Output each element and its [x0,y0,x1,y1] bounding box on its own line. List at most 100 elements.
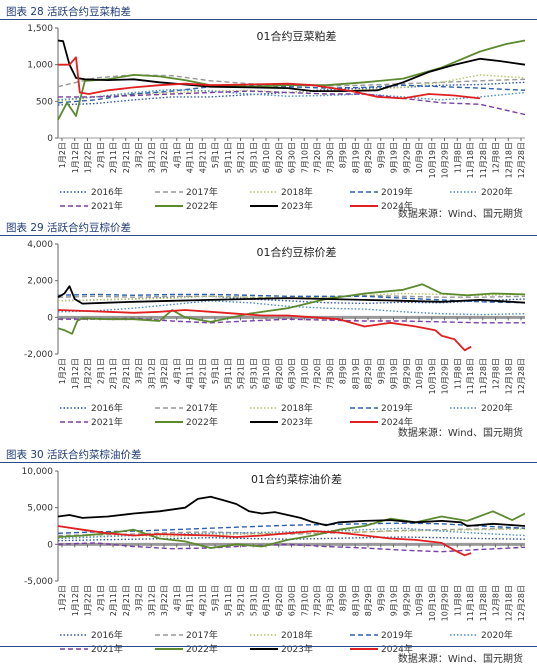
x-tick-label: 8月19日 [351,358,360,389]
x-tick-label: 7月10日 [300,358,309,389]
x-tick-label: 10月19日 [428,142,437,178]
line-chart: 0 500 1,000 1,500 1月2日 1月12日 1月22日 2月1日 2月11日 2月2… [27,24,526,212]
legend-label-2016: 2016年 [91,402,123,414]
legend-label-2024: 2024年 [381,416,413,428]
figure-28: 图表 28 活跃合约豆菜粕差 0 500 1,000 1,500 1月2日 1月12日 1月… [0,0,537,220]
legend-label-2022: 2022年 [186,643,218,655]
x-tick-label: 7月20日 [313,585,322,616]
x-tick-label: 9月29日 [402,585,411,616]
legend-label-2020: 2020年 [481,402,513,414]
x-tick-label: 8月19日 [351,585,360,616]
x-tick-label: 7月30日 [326,585,335,616]
legend-label-2018: 2018年 [281,402,313,414]
x-tick-label: 9月19日 [390,142,399,173]
legend-label-2021: 2021年 [91,200,123,212]
x-tick-label: 11月8日 [453,142,462,173]
y-tick-label: 0 [47,540,53,550]
x-tick-label: 3月22日 [160,358,169,389]
x-tick-label: 4月1日 [173,585,182,611]
x-tick-label: 9月9日 [377,585,386,611]
x-tick-label: 2月11日 [109,142,118,173]
source-note: 数据来源：Wind、国元期货 [397,654,523,665]
legend-label-2016: 2016年 [91,629,123,641]
x-tick-label: 3月22日 [160,585,169,616]
legend-label-2020: 2020年 [481,186,513,198]
title-rule [0,19,537,20]
x-tick-label: 9月19日 [390,585,399,616]
x-tick-label: 1月2日 [58,142,67,168]
x-tick-label: 2月1日 [96,585,105,611]
x-tick-label: 11月28日 [479,142,488,178]
x-tick-label: 2月11日 [109,358,118,389]
x-tick-label: 8月9日 [339,358,348,384]
x-tick-label: 7月10日 [300,585,309,616]
x-tick-label: 11月18日 [466,142,475,178]
series-2019-line [57,293,526,304]
legend-label-2024: 2024年 [381,200,413,212]
legend-label-2019: 2019年 [381,629,413,641]
x-tick-label: 5月1日 [211,142,220,168]
y-tick-label: 500 [36,97,53,107]
x-tick-label: 8月29日 [364,585,373,616]
x-tick-label: 3月12日 [147,585,156,616]
y-tick-label: 5,000 [27,504,53,514]
y-tick-label: 1,500 [27,24,53,34]
x-tick-label: 5月21日 [237,358,246,389]
series-2019-line [57,522,526,534]
x-tick-label: 8月29日 [364,142,373,173]
legend-label-2022: 2022年 [186,200,218,212]
y-tick-label: 10,000 [22,467,54,477]
x-tick-label: 4月21日 [198,585,207,616]
x-tick-label: 9月29日 [402,142,411,173]
legend-label-2023: 2023年 [281,416,313,428]
x-tick-label: 8月19日 [351,142,360,173]
legend-label-2019: 2019年 [381,186,413,198]
x-tick-label: 6月20日 [275,358,284,389]
x-tick-label: 4月11日 [186,142,195,173]
x-tick-label: 12月8日 [492,358,501,389]
x-tick-label: 3月12日 [147,142,156,173]
x-tick-label: 10月9日 [415,585,424,616]
source-note: 数据来源：Wind、国元期货 [397,428,523,439]
x-tick-label: 5月11日 [224,358,233,389]
x-tick-label: 4月1日 [173,358,182,384]
x-tick-label: 8月9日 [339,142,348,168]
x-tick-label: 1月12日 [71,142,80,173]
series-2021-line [58,317,525,324]
x-tick-label: 4月11日 [186,585,195,616]
x-tick-label: 10月29日 [441,585,450,621]
legend-label-2020: 2020年 [481,629,513,641]
series-2024-line [57,309,472,352]
y-tick-label: 0 [47,134,53,144]
x-tick-label: 7月20日 [313,142,322,173]
source-note: 数据来源：Wind、国元期货 [397,209,523,220]
series-2024-line [57,525,472,557]
legend-label-2017: 2017年 [186,629,218,641]
figure-title: 图表 30 活跃合约菜棕油价差 [6,449,142,461]
legend-label-2017: 2017年 [186,186,218,198]
x-tick-label: 10月29日 [441,358,450,394]
y-tick-label: 4,000 [27,240,53,250]
x-tick-label: 1月22日 [84,358,93,389]
y-tick-label: 1,000 [27,61,53,71]
x-tick-label: 3月2日 [135,142,144,168]
x-tick-label: 5月21日 [237,142,246,173]
legend-label-2023: 2023年 [281,200,313,212]
x-tick-label: 5月11日 [224,585,233,616]
x-tick-label: 6月10日 [262,358,271,389]
y-tick-label: -5,000 [24,577,53,587]
x-tick-label: 10月9日 [415,142,424,173]
x-tick-label: 3月22日 [160,142,169,173]
x-tick-label: 1月2日 [58,358,67,384]
title-rule [0,462,537,463]
x-tick-label: 11月28日 [479,358,488,394]
x-tick-label: 11月18日 [466,358,475,394]
x-tick-label: 10月19日 [428,358,437,394]
legend-label-2022: 2022年 [186,416,218,428]
x-tick-label: 5月1日 [211,585,220,611]
x-tick-label: 4月1日 [173,142,182,168]
x-tick-label: 6月30日 [288,358,297,389]
x-tick-label: 12月28日 [517,585,526,621]
y-tick-label: 0 [47,313,53,323]
legend-label-2021: 2021年 [91,643,123,655]
